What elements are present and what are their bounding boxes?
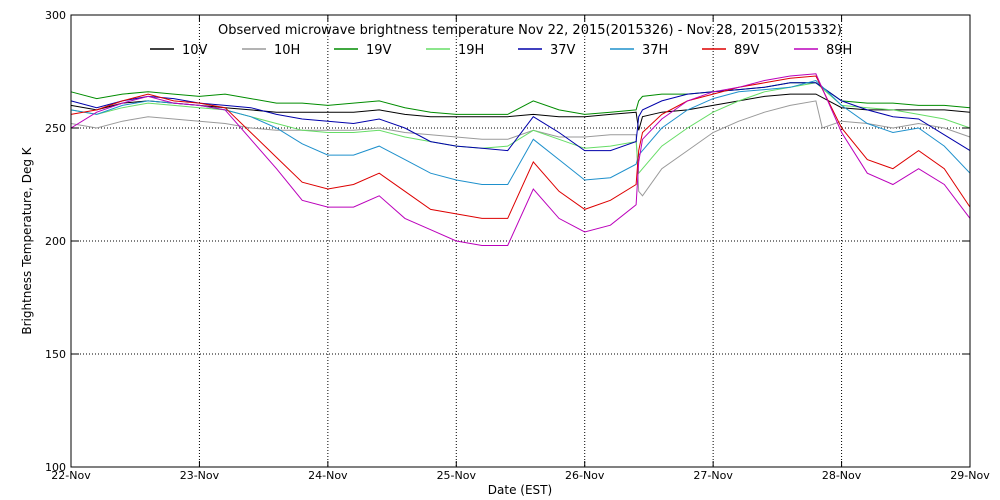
legend-label-10h: 10H — [274, 43, 300, 58]
legend-label-37h: 37H — [642, 43, 668, 58]
series-line-89v — [70, 75, 971, 219]
y-tick-label: 100 — [45, 461, 66, 474]
x-tick-label: 26-Nov — [565, 469, 605, 482]
x-tick-label: 27-Nov — [693, 469, 733, 482]
x-tick-label: 22-Nov — [51, 469, 91, 482]
legend-label-19v: 19V — [366, 43, 392, 58]
plot-area — [71, 15, 970, 467]
series-line-10h — [70, 100, 971, 197]
legend-label-19h: 19H — [458, 43, 484, 58]
legend-label-10v: 10V — [182, 43, 208, 58]
y-tick-label: 200 — [45, 235, 66, 248]
series-line-10v — [70, 93, 971, 131]
y-axis-label: Brightness Temperature, Deg K — [20, 146, 34, 334]
x-axis-label: Date (EST) — [488, 483, 552, 497]
y-tick-label: 300 — [45, 9, 66, 22]
y-tick-label: 250 — [45, 122, 66, 135]
x-tick-label: 23-Nov — [180, 469, 220, 482]
legend-label-89h: 89H — [826, 43, 852, 58]
series-line-37v — [70, 82, 971, 152]
series-layer — [70, 73, 971, 246]
tick-layer: 22-Nov 23-Nov 24-Nov 25-Nov 26-Nov 27-Nov 28-N… — [45, 9, 990, 482]
chart-title: Observed microwave brightness temperatur… — [218, 23, 842, 38]
legend-label-89v: 89V — [734, 43, 760, 58]
x-tick-label: 25-Nov — [437, 469, 477, 482]
series-line-37h — [70, 79, 971, 185]
x-tick-label: 24-Nov — [308, 469, 348, 482]
legend-label-37v: 37V — [550, 43, 576, 58]
x-tick-label: 29-Nov — [950, 469, 990, 482]
x-tick-label: 28-Nov — [822, 469, 862, 482]
series-line-89h — [70, 73, 971, 246]
y-tick-label: 150 — [45, 348, 66, 361]
legend: 10V 10H 19V 19H 37V 37H 89V 89H — [150, 43, 852, 58]
